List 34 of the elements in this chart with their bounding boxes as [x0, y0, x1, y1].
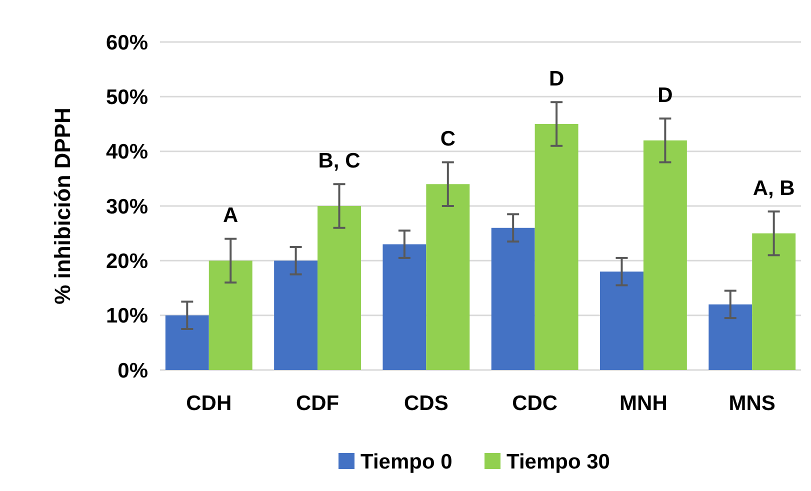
annotation: B, C	[318, 149, 360, 172]
annotation: D	[658, 84, 673, 107]
legend-label: Tiempo 30	[506, 450, 610, 474]
bar	[208, 260, 252, 370]
y-axis-title: % inhibición DPPH	[50, 108, 75, 304]
y-tick-label: 10%	[106, 304, 148, 328]
bar	[426, 184, 470, 370]
y-tick-label: 30%	[106, 195, 148, 218]
y-tick-label: 60%	[106, 31, 148, 54]
bar	[752, 233, 796, 370]
x-tick-label: MNS	[728, 392, 776, 415]
bar	[534, 124, 578, 370]
x-tick-label: CDC	[512, 392, 558, 415]
bar	[491, 228, 535, 370]
y-tick-label: 50%	[106, 86, 148, 110]
x-tick-label: CDF	[296, 392, 340, 415]
x-tick-label: CDS	[404, 392, 448, 415]
annotation: D	[548, 67, 564, 90]
legend-label: Tiempo 0	[360, 450, 452, 474]
annotation: C	[440, 128, 456, 151]
bar	[643, 140, 687, 370]
y-tick-label: 0%	[118, 359, 148, 382]
y-tick-label: 40%	[106, 140, 148, 164]
y-tick-label: 20%	[106, 250, 148, 274]
annotation: A, B	[752, 176, 795, 200]
annotation: A	[223, 204, 238, 228]
bar	[600, 272, 644, 370]
x-tick-label: CDH	[186, 392, 232, 415]
bar	[382, 244, 426, 370]
x-tick-label: MNH	[620, 392, 668, 415]
bar	[708, 304, 752, 370]
bar	[165, 315, 209, 370]
bar	[274, 260, 318, 370]
bar	[318, 206, 361, 370]
